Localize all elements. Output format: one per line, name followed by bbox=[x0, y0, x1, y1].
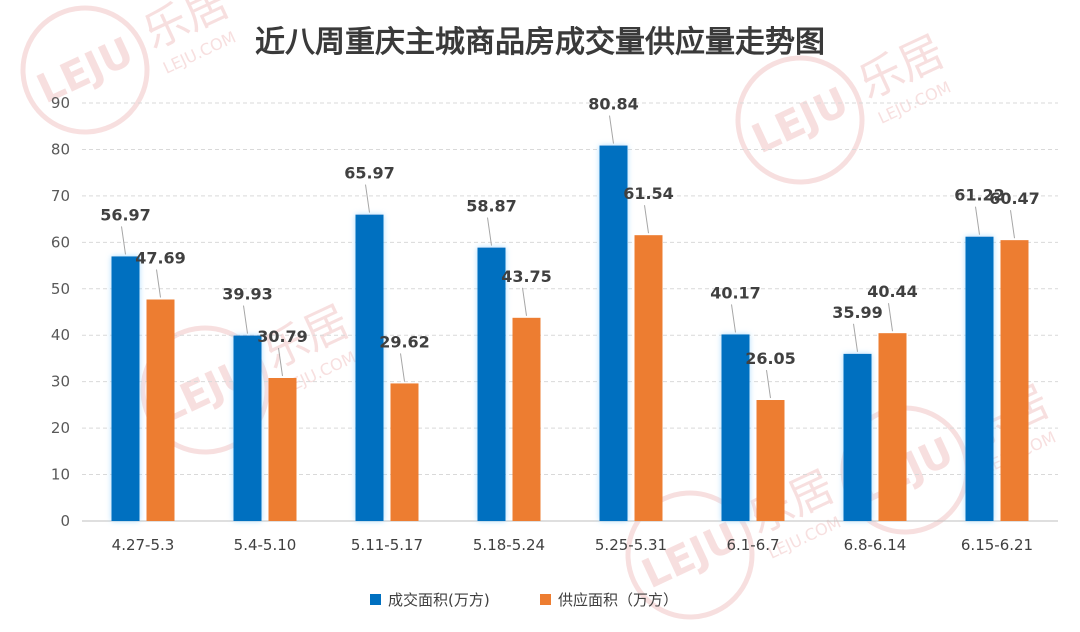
bar-supply bbox=[1000, 240, 1029, 521]
data-label: 30.79 bbox=[257, 327, 308, 346]
data-label: 47.69 bbox=[135, 249, 186, 268]
y-tick-label: 0 bbox=[60, 512, 70, 530]
watermark-brand: LEJU bbox=[745, 79, 855, 163]
x-tick-label: 6.8-6.14 bbox=[844, 536, 907, 554]
bar-transaction bbox=[355, 214, 384, 521]
label-leader-line bbox=[156, 269, 161, 298]
label-leader-line bbox=[278, 347, 283, 377]
data-labels: 56.97 47.69 39.93 30.79 65.97 29.62 58.87 43.75… bbox=[100, 95, 1040, 399]
bar-supply bbox=[268, 377, 297, 521]
bar-supply bbox=[634, 235, 663, 521]
data-label: 39.93 bbox=[222, 285, 273, 304]
data-label: 61.22 bbox=[954, 186, 1005, 205]
data-label: 40.17 bbox=[710, 283, 761, 302]
data-label: 43.75 bbox=[501, 267, 552, 286]
y-tick-label: 60 bbox=[51, 233, 70, 251]
data-label: 61.54 bbox=[623, 184, 674, 203]
y-tick-label: 10 bbox=[51, 466, 70, 484]
y-axis-ticks: 0 10 20 30 40 50 60 70 80 90 bbox=[51, 94, 70, 530]
label-leader-line bbox=[1010, 210, 1015, 239]
bars bbox=[111, 145, 1029, 522]
y-tick-label: 40 bbox=[51, 326, 70, 344]
bar-transaction bbox=[233, 335, 262, 521]
bar-transaction bbox=[965, 236, 994, 521]
y-tick-label: 30 bbox=[51, 373, 70, 391]
x-tick-label: 6.15-6.21 bbox=[961, 536, 1033, 554]
y-tick-label: 70 bbox=[51, 187, 70, 205]
legend-label: 供应面积（万方） bbox=[558, 591, 678, 609]
x-axis-labels: 4.27-5.3 5.4-5.10 5.11-5.17 5.18-5.24 5.25-5… bbox=[112, 536, 1033, 554]
label-leader-line bbox=[853, 323, 858, 352]
bar-supply bbox=[512, 317, 541, 521]
x-tick-label: 5.25-5.31 bbox=[595, 536, 667, 554]
bar-transaction bbox=[721, 334, 750, 521]
label-leader-line bbox=[731, 304, 736, 333]
bar-transaction bbox=[599, 145, 628, 522]
x-tick-label: 4.27-5.3 bbox=[112, 536, 175, 554]
y-tick-label: 20 bbox=[51, 419, 70, 437]
x-tick-label: 6.1-6.7 bbox=[726, 536, 779, 554]
y-tick-label: 90 bbox=[51, 94, 70, 112]
data-label: 80.84 bbox=[588, 95, 639, 114]
legend: 成交面积(万方) 供应面积（万方） bbox=[370, 591, 678, 609]
x-tick-label: 5.4-5.10 bbox=[234, 536, 297, 554]
label-leader-line bbox=[400, 353, 405, 382]
data-label: 65.97 bbox=[344, 164, 395, 183]
data-label: 26.05 bbox=[745, 349, 796, 368]
label-leader-line bbox=[766, 369, 771, 399]
watermark-ring bbox=[625, 490, 755, 620]
label-leader-line bbox=[644, 205, 649, 234]
data-label: 40.44 bbox=[867, 282, 918, 301]
legend-swatch bbox=[540, 594, 551, 605]
watermark-ring bbox=[20, 5, 150, 135]
watermark-brand: LEJU bbox=[30, 29, 140, 113]
data-label: 58.87 bbox=[466, 197, 517, 216]
label-leader-line bbox=[487, 217, 492, 246]
legend-swatch bbox=[370, 594, 381, 605]
chart-title: 近八周重庆主城商品房成交量供应量走势图 bbox=[255, 25, 825, 60]
y-tick-label: 50 bbox=[51, 280, 70, 298]
label-leader-line bbox=[975, 206, 980, 235]
bar-transaction bbox=[111, 256, 140, 521]
data-label: 60.47 bbox=[989, 189, 1040, 208]
bar-transaction bbox=[477, 247, 506, 522]
bar-transaction bbox=[843, 353, 872, 521]
watermark-brand: LEJU bbox=[635, 514, 745, 598]
label-leader-line bbox=[609, 115, 614, 144]
x-tick-label: 5.18-5.24 bbox=[473, 536, 545, 554]
watermark-ring bbox=[735, 55, 865, 185]
data-label: 35.99 bbox=[832, 303, 883, 322]
bar-supply bbox=[146, 299, 175, 521]
x-tick-label: 5.11-5.17 bbox=[351, 536, 423, 554]
bar-supply bbox=[756, 400, 785, 521]
legend-label: 成交面积(万方) bbox=[388, 591, 490, 609]
y-tick-label: 80 bbox=[51, 140, 70, 158]
label-leader-line bbox=[121, 226, 126, 255]
bar-supply bbox=[390, 383, 419, 521]
data-label: 56.97 bbox=[100, 205, 151, 224]
label-leader-line bbox=[888, 303, 893, 332]
label-leader-line bbox=[365, 184, 370, 213]
label-leader-line bbox=[243, 305, 248, 334]
bar-supply bbox=[878, 333, 907, 521]
data-label: 29.62 bbox=[379, 332, 430, 351]
label-leader-line bbox=[522, 287, 527, 316]
